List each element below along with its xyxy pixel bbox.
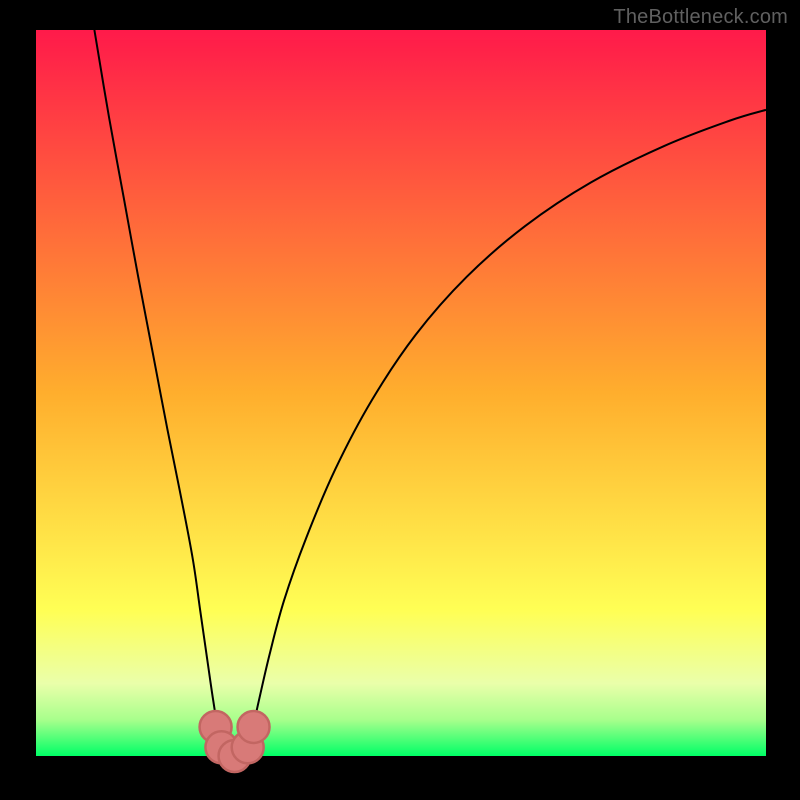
chart-curve-layer: [0, 0, 800, 800]
watermark-text: TheBottleneck.com: [613, 6, 788, 29]
curve-bottom-marker: [238, 711, 270, 743]
curve-path: [94, 30, 766, 756]
